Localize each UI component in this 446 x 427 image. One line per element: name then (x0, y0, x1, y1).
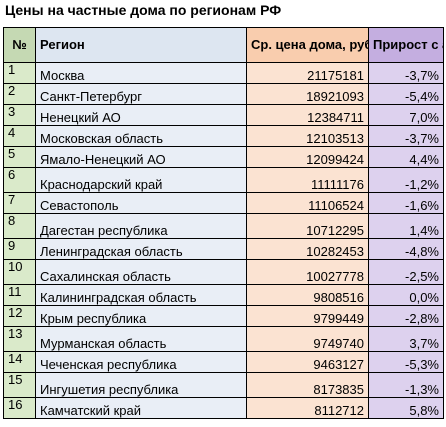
table-row: 2 Санкт-Петербург 18921093 -5,4% (3, 83, 444, 105)
column-header-region: Регион (35, 27, 247, 63)
price-cell: 12103513 (246, 125, 369, 147)
growth-cell: -1,2% (368, 167, 444, 193)
growth-cell: -2,8% (368, 305, 444, 327)
growth-cell: -4,8% (368, 238, 444, 260)
growth-cell: -1,6% (368, 192, 444, 214)
column-header-number: № (3, 27, 36, 63)
price-cell: 10027778 (246, 259, 369, 285)
row-number-cell: 1 (3, 62, 36, 84)
region-price-table: № Регион Ср. цена дома, руб. Прирост с а… (3, 27, 444, 419)
price-cell: 11111176 (246, 167, 369, 193)
price-cell: 9749740 (246, 326, 369, 352)
price-cell: 21175181 (246, 62, 369, 84)
growth-cell: 4,4% (368, 146, 444, 168)
table-row: 5 Ямало-Ненецкий АО 12099424 4,4% (3, 146, 444, 168)
region-cell: Ленинградская область (35, 238, 247, 260)
table-row: 16 Камчатский край 8112712 5,8% (3, 397, 444, 419)
row-number-cell: 2 (3, 83, 36, 105)
row-number-cell: 15 (3, 372, 36, 398)
table-row: 4 Московская область 12103513 -3,7% (3, 125, 444, 147)
row-number-cell: 12 (3, 305, 36, 327)
region-cell: Краснодарский край (35, 167, 247, 193)
region-cell: Крым республика (35, 305, 247, 327)
region-cell: Чеченская республика (35, 351, 247, 373)
region-cell: Севастополь (35, 192, 247, 214)
region-cell: Дагестан республика (35, 213, 247, 239)
table-row: 1 Москва 21175181 -3,7% (3, 62, 444, 84)
table-row: 9 Ленинградская область 10282453 -4,8% (3, 238, 444, 260)
price-cell: 18921093 (246, 83, 369, 105)
row-number-cell: 13 (3, 326, 36, 352)
region-cell: Калининградская область (35, 284, 247, 306)
row-number-cell: 8 (3, 213, 36, 239)
table-row: 6 Краснодарский край 11111176 -1,2% (3, 167, 444, 193)
growth-cell: 5,8% (368, 397, 444, 419)
table-row: 12 Крым республика 9799449 -2,8% (3, 305, 444, 327)
growth-cell: -5,4% (368, 83, 444, 105)
table-row: 10 Сахалинская область 10027778 -2,5% (3, 259, 444, 285)
growth-cell: 0,0% (368, 284, 444, 306)
row-number-cell: 3 (3, 104, 36, 126)
price-cell: 8112712 (246, 397, 369, 419)
table-row: 3 Ненецкий АО 12384711 7,0% (3, 104, 444, 126)
region-cell: Ямало-Ненецкий АО (35, 146, 247, 168)
region-cell: Мурманская область (35, 326, 247, 352)
growth-cell: -2,5% (368, 259, 444, 285)
row-number-cell: 7 (3, 192, 36, 214)
region-cell: Санкт-Петербург (35, 83, 247, 105)
table-row: 15 Ингушетия республика 8173835 -1,3% (3, 372, 444, 398)
row-number-cell: 14 (3, 351, 36, 373)
row-number-cell: 9 (3, 238, 36, 260)
growth-cell: 7,0% (368, 104, 444, 126)
growth-cell: -1,3% (368, 372, 444, 398)
row-number-cell: 5 (3, 146, 36, 168)
page-title: Цены на частные дома по регионам РФ (5, 2, 282, 18)
growth-cell: 3,7% (368, 326, 444, 352)
column-header-price: Ср. цена дома, руб. (246, 27, 369, 63)
region-cell: Ненецкий АО (35, 104, 247, 126)
price-cell: 9808516 (246, 284, 369, 306)
header-row: № Регион Ср. цена дома, руб. Прирост с а… (3, 27, 444, 63)
price-cell: 12384711 (246, 104, 369, 126)
region-cell: Московская область (35, 125, 247, 147)
row-number-cell: 6 (3, 167, 36, 193)
price-cell: 9799449 (246, 305, 369, 327)
region-cell: Ингушетия республика (35, 372, 247, 398)
row-number-cell: 16 (3, 397, 36, 419)
price-cell: 10282453 (246, 238, 369, 260)
region-cell: Сахалинская область (35, 259, 247, 285)
row-number-cell: 4 (3, 125, 36, 147)
table-row: 7 Севастополь 11106524 -1,6% (3, 192, 444, 214)
price-cell: 8173835 (246, 372, 369, 398)
row-number-cell: 11 (3, 284, 36, 306)
column-header-growth: Прирост с апреля (368, 27, 444, 63)
table-row: 14 Чеченская республика 9463127 -5,3% (3, 351, 444, 373)
table-row: 8 Дагестан республика 10712295 1,4% (3, 213, 444, 239)
table-row: 11 Калининградская область 9808516 0,0% (3, 284, 444, 306)
growth-cell: -3,7% (368, 125, 444, 147)
growth-cell: -3,7% (368, 62, 444, 84)
price-cell: 9463127 (246, 351, 369, 373)
region-cell: Камчатский край (35, 397, 247, 419)
price-cell: 11106524 (246, 192, 369, 214)
growth-cell: 1,4% (368, 213, 444, 239)
price-cell: 10712295 (246, 213, 369, 239)
region-cell: Москва (35, 62, 247, 84)
price-cell: 12099424 (246, 146, 369, 168)
growth-cell: -5,3% (368, 351, 444, 373)
table-row: 13 Мурманская область 9749740 3,7% (3, 326, 444, 352)
row-number-cell: 10 (3, 259, 36, 285)
